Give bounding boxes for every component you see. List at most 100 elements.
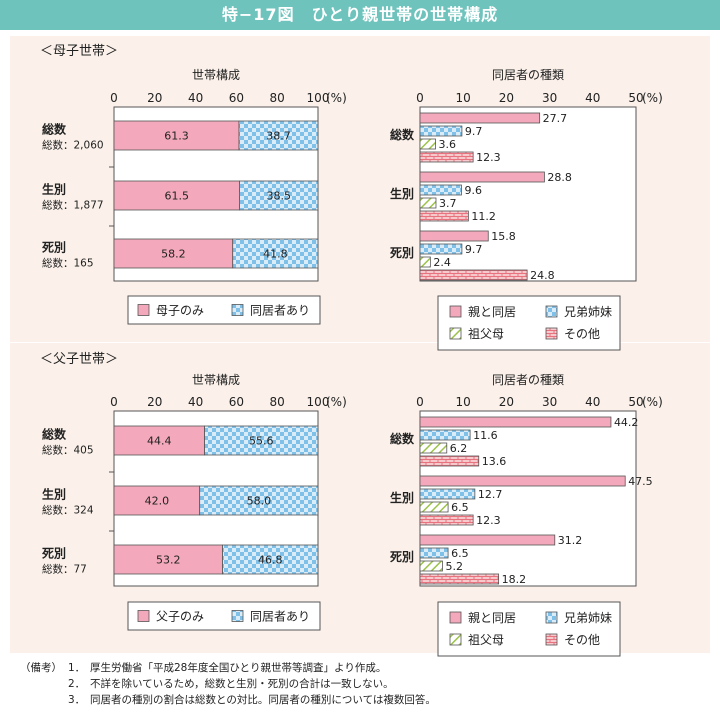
bar-segment	[113, 425, 205, 456]
x-tick-label: 20	[147, 395, 162, 409]
data-label: 27.7	[543, 112, 568, 125]
data-label: 28.8	[547, 171, 572, 184]
legend-label: 親と同居	[468, 611, 516, 625]
legend-swatch	[545, 633, 558, 646]
bar	[419, 573, 500, 585]
bar-segment	[113, 544, 223, 575]
x-tick-label: 20	[499, 395, 514, 409]
x-tick-label: 20	[147, 91, 162, 105]
legend-swatch	[545, 305, 558, 318]
data-label: 41.8	[263, 248, 288, 261]
category-label: 総数	[390, 431, 415, 446]
bar	[419, 197, 437, 209]
data-label: 11.6	[473, 429, 498, 442]
bar	[419, 171, 545, 183]
data-label: 38.5	[266, 190, 291, 203]
x-tick-label: 60	[229, 395, 244, 409]
data-label: 9.6	[464, 184, 482, 197]
bar	[419, 534, 556, 546]
legend-label: 祖父母	[468, 632, 504, 647]
data-label: 31.2	[558, 534, 583, 547]
x-tick-label: 0	[110, 395, 118, 409]
data-label: 61.5	[164, 190, 189, 203]
legend-box	[127, 601, 321, 631]
note-row: 2． 不詳を除いているため，総数と生別・死別の合計は一致しない。	[20, 676, 436, 692]
legend-label: 兄弟姉妹	[564, 610, 612, 625]
bar	[419, 151, 474, 163]
bar-segment	[239, 180, 319, 211]
data-label: 53.2	[156, 554, 181, 567]
bar	[419, 475, 626, 487]
x-tick-label: 30	[542, 91, 557, 105]
bar	[419, 501, 449, 513]
notes: （備考） 1． 厚生労働省「平成28年度全国ひとり親世帯等調査」より作成。 2．…	[20, 660, 436, 708]
data-label: 12.3	[476, 514, 501, 527]
data-label: 44.4	[147, 435, 172, 448]
data-label: 44.2	[614, 416, 639, 429]
data-label: 42.0	[145, 495, 170, 508]
legend-swatch	[231, 304, 244, 316]
note-number: 1．	[68, 662, 86, 674]
data-label: 3.6	[439, 138, 457, 151]
data-label: 55.6	[249, 435, 274, 448]
data-label: 11.2	[471, 210, 496, 223]
data-label: 12.3	[476, 151, 501, 164]
unit-label: (%)	[642, 91, 663, 105]
category-count: 総数：165	[42, 257, 94, 270]
legend-label: その他	[564, 327, 600, 341]
bar	[419, 184, 462, 196]
category-count: 総数：1,877	[42, 199, 104, 212]
bar	[419, 455, 480, 467]
legend-swatch	[449, 633, 462, 646]
bar-segment	[113, 485, 201, 516]
x-tick-label: 100	[307, 395, 330, 409]
legend-label: 祖父母	[468, 326, 504, 341]
bar	[419, 138, 436, 150]
data-label: 6.2	[450, 442, 468, 455]
legend-swatch	[231, 610, 244, 622]
legend-swatch	[449, 611, 462, 624]
chart-title: 世帯構成	[192, 373, 240, 387]
x-tick-label: 0	[110, 91, 118, 105]
unit-label: (%)	[326, 91, 347, 105]
chart-title: 同居者の種類	[492, 373, 564, 387]
category-label: 総数	[42, 427, 67, 442]
legend-label: その他	[564, 633, 600, 647]
category-label: 死別	[390, 246, 414, 260]
x-tick-label: 100	[307, 91, 330, 105]
x-tick-label: 30	[542, 395, 557, 409]
bar	[419, 210, 469, 222]
legend-swatch	[449, 327, 462, 340]
category-count: 総数：2,060	[42, 139, 104, 152]
bar	[419, 488, 476, 500]
data-label: 9.7	[465, 125, 483, 138]
bar-segment	[113, 180, 240, 211]
legend-swatch	[137, 304, 150, 316]
legend-label: 父子のみ	[156, 610, 204, 624]
bar-segment	[238, 120, 319, 151]
category-count: 総数：77	[42, 563, 87, 576]
x-tick-label: 40	[188, 91, 203, 105]
category-label: 死別	[390, 550, 414, 564]
figure-title: 特−17図 ひとり親世帯の世帯構成	[0, 0, 720, 30]
mother-child-section-title: ＜母子世帯＞	[40, 44, 119, 59]
bar-segment	[113, 120, 240, 151]
legend-label: 兄弟姉妹	[564, 304, 612, 319]
data-label: 15.8	[491, 230, 515, 243]
bar-segment	[199, 485, 319, 516]
x-tick-label: 0	[416, 395, 424, 409]
category-label: 生別	[390, 186, 414, 201]
x-tick-label: 0	[416, 91, 424, 105]
bar	[419, 442, 448, 454]
data-label: 58.0	[247, 495, 272, 508]
category-count: 総数：324	[42, 504, 94, 517]
data-label: 13.6	[482, 455, 507, 468]
data-label: 9.7	[465, 243, 483, 256]
category-label: 総数	[42, 122, 67, 137]
notes-heading: （備考）	[20, 662, 62, 674]
chart-title: 同居者の種類	[492, 68, 564, 82]
legend-box	[437, 295, 621, 351]
category-label: 死別	[42, 241, 66, 255]
x-tick-label: 50	[628, 91, 643, 105]
